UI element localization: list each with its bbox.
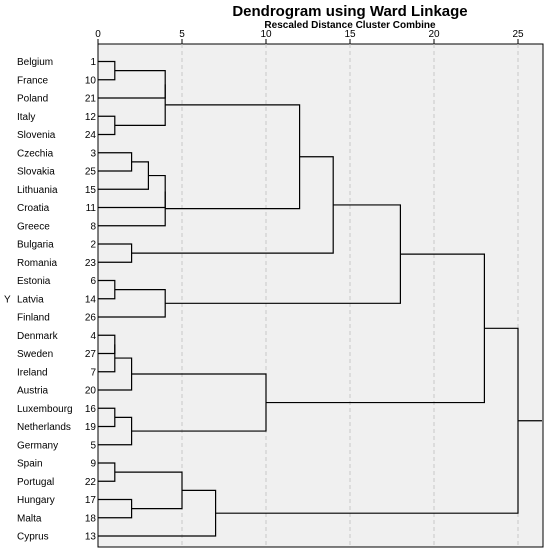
leaf-case-number: 1 bbox=[90, 57, 96, 68]
x-tick-label: 5 bbox=[179, 29, 185, 40]
leaf-label: Finland bbox=[17, 313, 50, 324]
chart-subtitle: Rescaled Distance Cluster Combine bbox=[264, 20, 436, 31]
leaf-label: Ireland bbox=[17, 367, 48, 378]
leaf-case-number: 4 bbox=[90, 331, 96, 342]
x-tick-label: 10 bbox=[260, 29, 272, 40]
leaf-case-number: 8 bbox=[90, 221, 96, 232]
dendrogram-link bbox=[98, 191, 166, 227]
leaf-label: Bulgaria bbox=[17, 240, 54, 251]
leaf-label: Luxembourg bbox=[17, 404, 73, 415]
leaf-case-number: 13 bbox=[85, 532, 97, 543]
x-tick-label: 25 bbox=[512, 29, 524, 40]
leaf-label: Malta bbox=[17, 513, 42, 524]
leaf-case-number: 6 bbox=[90, 276, 96, 287]
leaf-label: Spain bbox=[17, 459, 43, 470]
leaf-label: Sweden bbox=[17, 349, 53, 360]
plot-area bbox=[97, 43, 544, 548]
leaf-case-number: 19 bbox=[85, 422, 97, 433]
leaf-label: Netherlands bbox=[17, 422, 71, 433]
leaf-case-number: 15 bbox=[85, 185, 97, 196]
leaf-case-number: 21 bbox=[85, 94, 97, 105]
leaf-label: Lithuania bbox=[17, 185, 58, 196]
leaf-label: Belgium bbox=[17, 57, 53, 68]
dendrogram-link bbox=[114, 84, 166, 126]
leaf-case-number: 25 bbox=[85, 167, 97, 178]
leaf-case-number: 7 bbox=[90, 367, 96, 378]
leaf-label: Estonia bbox=[17, 276, 51, 287]
x-tick-label: 20 bbox=[428, 29, 440, 40]
leaf-label: Cyprus bbox=[17, 532, 49, 543]
leaf-case-number: 16 bbox=[85, 404, 97, 415]
leaf-case-number: 5 bbox=[90, 440, 96, 451]
leaf-label: Czechia bbox=[17, 148, 54, 159]
leaf-case-number: 23 bbox=[85, 258, 97, 269]
leaf-case-number: 9 bbox=[90, 459, 96, 470]
y-axis-label: Y bbox=[4, 294, 11, 305]
leaf-label: Poland bbox=[17, 94, 48, 105]
x-tick-label: 0 bbox=[95, 29, 101, 40]
leaf-case-number: 14 bbox=[85, 294, 97, 305]
leaf-case-number: 27 bbox=[85, 349, 97, 360]
leaf-label: Denmark bbox=[17, 331, 59, 342]
leaf-case-number: 12 bbox=[85, 112, 97, 123]
leaf-label: Greece bbox=[17, 221, 50, 232]
dendrogram-link bbox=[98, 344, 116, 373]
leaf-label: Austria bbox=[17, 386, 49, 397]
leaf-label: Romania bbox=[17, 258, 57, 269]
leaf-label: Portugal bbox=[17, 477, 54, 488]
chart-title: Dendrogram using Ward Linkage bbox=[232, 3, 468, 20]
leaf-label: Slovakia bbox=[17, 167, 55, 178]
leaf-case-number: 24 bbox=[85, 130, 97, 141]
leaf-case-number: 20 bbox=[85, 386, 97, 397]
leaf-case-number: 2 bbox=[90, 240, 96, 251]
x-tick-label: 15 bbox=[344, 29, 356, 40]
leaf-case-number: 11 bbox=[86, 203, 97, 214]
leaf-case-number: 3 bbox=[90, 148, 96, 159]
leaf-label: Italy bbox=[17, 112, 35, 123]
leaf-label: Hungary bbox=[17, 495, 55, 506]
leaf-label: France bbox=[17, 75, 49, 86]
leaf-label: Croatia bbox=[17, 203, 50, 214]
leaf-label: Slovenia bbox=[17, 130, 56, 141]
leaf-case-number: 26 bbox=[85, 313, 97, 324]
leaf-case-number: 18 bbox=[85, 513, 97, 524]
leaf-case-number: 17 bbox=[85, 495, 97, 506]
leaf-label: Latvia bbox=[17, 294, 44, 305]
leaf-case-number: 10 bbox=[85, 75, 97, 86]
leaf-label: Germany bbox=[17, 440, 58, 451]
leaf-case-number: 22 bbox=[85, 477, 97, 488]
